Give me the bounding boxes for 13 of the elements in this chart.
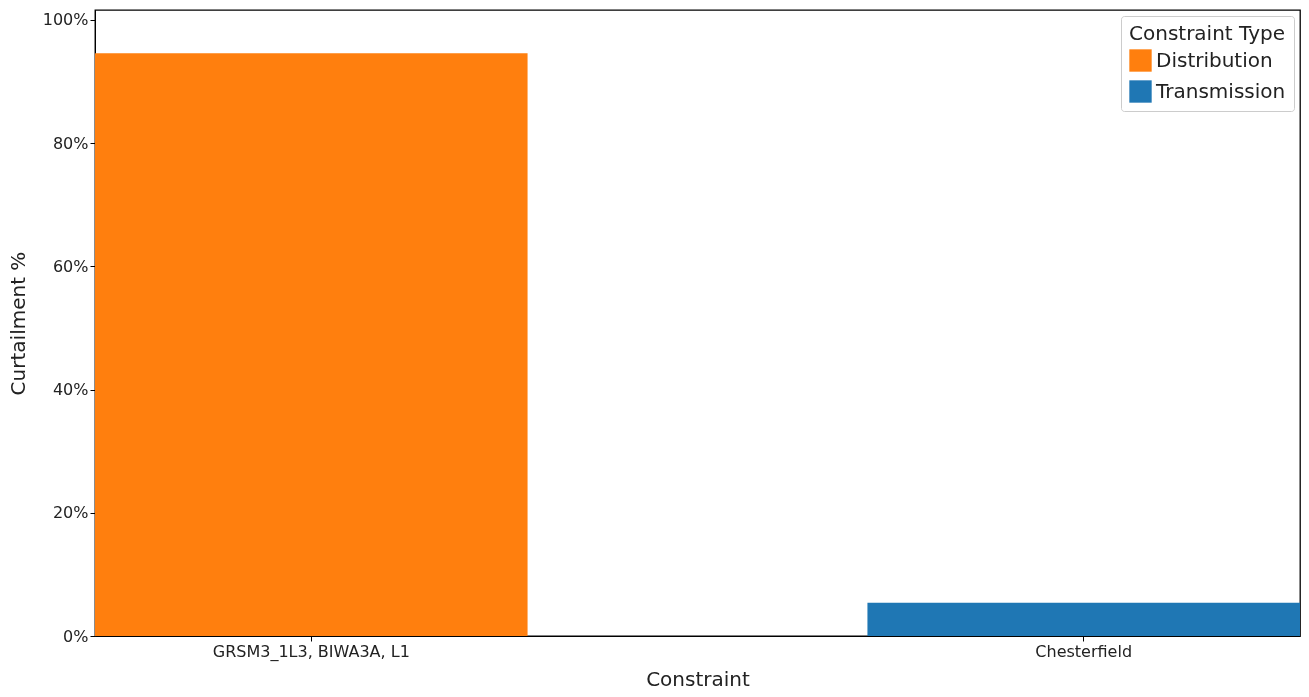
legend-label: Transmission	[1155, 78, 1286, 103]
y-tick-label: 80%	[52, 133, 89, 153]
y-tick-label: 40%	[52, 380, 89, 400]
y-tick-label: 60%	[52, 256, 89, 276]
y-axis-title: Curtailment %	[5, 251, 30, 396]
y-tick-label: 20%	[52, 503, 89, 523]
legend-label: Distribution	[1156, 47, 1273, 72]
y-tick-label: 0%	[63, 626, 89, 646]
legend-title: Constraint Type	[1129, 21, 1285, 45]
y-tick-label: 100%	[42, 10, 89, 30]
x-tick-label: Chesterfield	[1035, 641, 1133, 661]
x-tick-label: GRSM3_1L3, BIWA3A, L1	[212, 641, 410, 662]
x-axis-title: Constraint	[646, 666, 750, 691]
